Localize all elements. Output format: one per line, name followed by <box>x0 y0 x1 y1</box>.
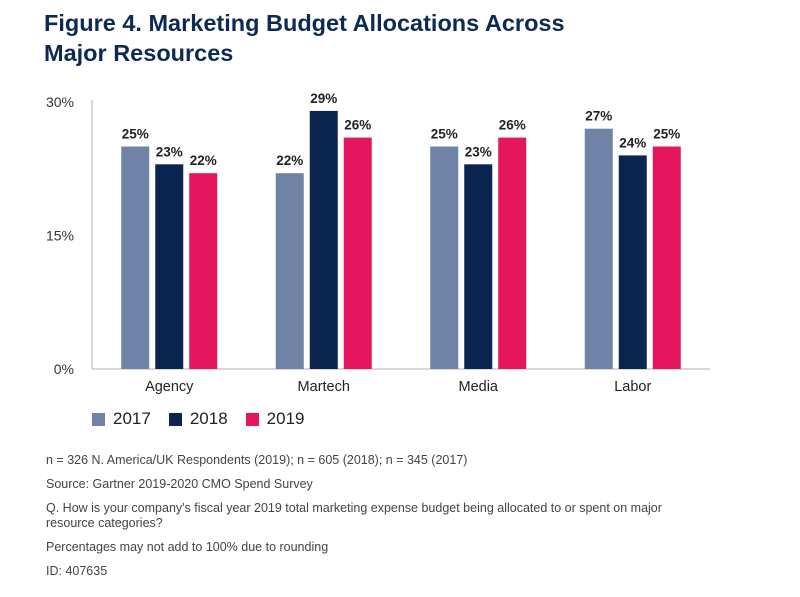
y-tick-label: 15% <box>46 228 74 244</box>
x-category-label: Martech <box>298 379 350 395</box>
legend-item-2017: 2017 <box>92 409 151 429</box>
id-note: ID: 407635 <box>46 564 108 578</box>
data-label: 23% <box>465 144 492 159</box>
data-label: 25% <box>431 127 458 142</box>
legend-label-2017: 2017 <box>113 409 151 428</box>
x-category-label: Media <box>459 379 499 395</box>
bar-media-2018 <box>464 164 493 369</box>
data-label: 24% <box>619 135 646 150</box>
sample-size-note: n = 326 N. America/UK Respondents (2019)… <box>46 453 468 467</box>
bar-agency-2019 <box>189 173 218 369</box>
chart-legend: 2017 2018 2019 <box>92 409 322 429</box>
legend-label-2018: 2018 <box>189 409 228 428</box>
figure-title: Figure 4. Marketing Budget Allocations A… <box>44 10 565 66</box>
source-note: Source: Gartner 2019-2020 CMO Spend Surv… <box>46 477 313 491</box>
y-tick-label: 0% <box>54 361 74 377</box>
legend-swatch-2017 <box>92 412 105 426</box>
legend-label-2019: 2019 <box>266 409 305 428</box>
data-label: 22% <box>276 153 303 168</box>
question-note: Q. How is your company's fiscal year 201… <box>46 501 662 530</box>
bar-agency-2018 <box>155 164 184 369</box>
legend-item-2018: 2018 <box>168 409 228 429</box>
figure-notes: n = 326 N. America/UK Respondents (2019)… <box>46 453 706 588</box>
bar-martech-2019 <box>343 137 372 369</box>
data-label: 25% <box>653 127 680 142</box>
legend-item-2019: 2019 <box>245 409 305 429</box>
bar-labor-2019 <box>652 146 681 369</box>
data-label: 25% <box>122 127 149 142</box>
data-label: 27% <box>585 109 612 124</box>
bar-martech-2017 <box>275 173 304 369</box>
data-label: 23% <box>156 144 183 159</box>
bar-labor-2018 <box>618 155 647 369</box>
data-label: 29% <box>310 91 337 106</box>
bar-chart: 0% 15% 30% 25% 23% 22% Agency 22% 29% 26% Martech 2… <box>46 91 710 395</box>
x-category-label: Agency <box>145 379 194 395</box>
data-label: 26% <box>499 118 526 133</box>
bar-media-2019 <box>498 137 527 369</box>
legend-swatch-2019 <box>245 412 259 426</box>
bar-labor-2017 <box>584 128 613 369</box>
x-category-label: Labor <box>614 379 651 395</box>
bar-media-2017 <box>430 146 459 369</box>
rounding-note: Percentages may not add to 100% due to r… <box>46 540 329 554</box>
y-tick-label: 30% <box>46 94 74 110</box>
bar-martech-2018 <box>309 110 338 370</box>
bar-agency-2017 <box>121 146 150 369</box>
data-label: 26% <box>344 118 371 133</box>
legend-swatch-2018 <box>168 412 182 426</box>
data-label: 22% <box>190 153 217 168</box>
